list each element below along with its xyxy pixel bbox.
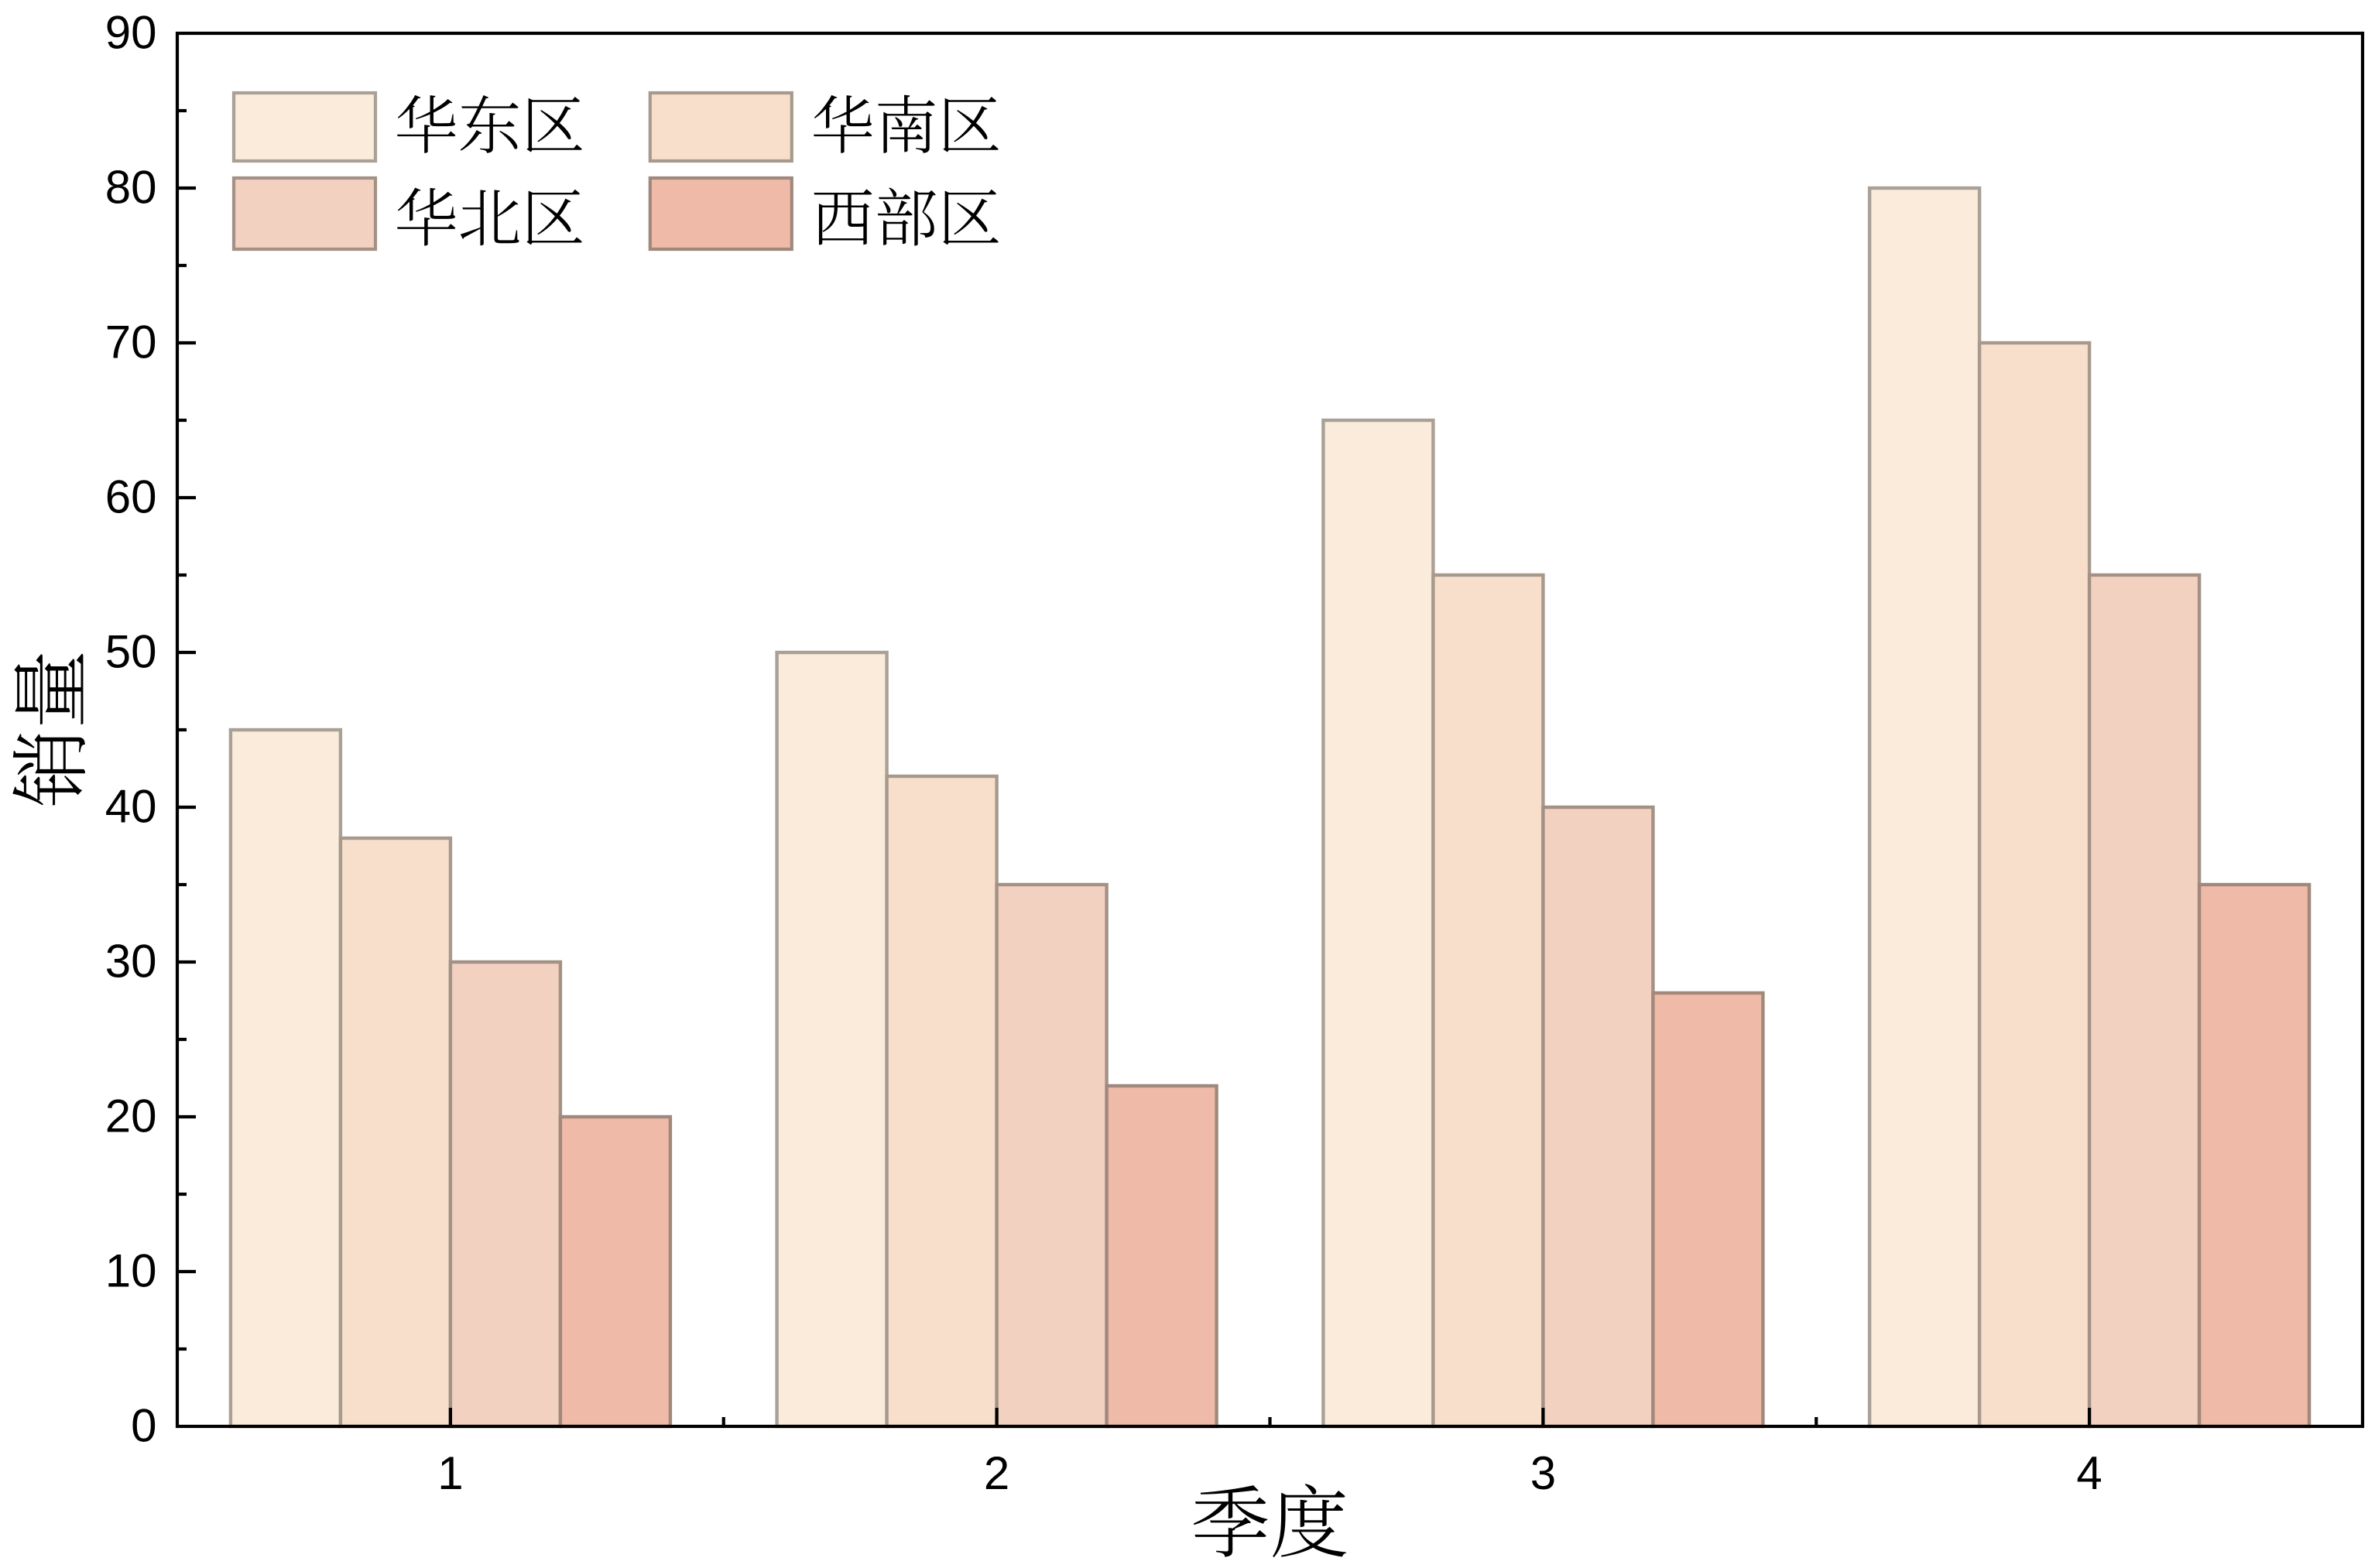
svg-text:1: 1 [437,1447,463,1499]
svg-text:4: 4 [2076,1447,2102,1499]
svg-text:40: 40 [105,781,157,833]
svg-text:2: 2 [984,1447,1009,1499]
svg-text:90: 90 [105,7,157,59]
svg-text:30: 30 [105,936,157,988]
svg-text:70: 70 [105,317,157,368]
svg-text:0: 0 [131,1400,156,1452]
svg-text:10: 10 [105,1245,157,1297]
svg-text:3: 3 [1530,1447,1556,1499]
svg-text:60: 60 [105,471,157,523]
svg-text:50: 50 [105,626,157,678]
svg-text:80: 80 [105,162,157,214]
svg-text:20: 20 [105,1090,157,1142]
